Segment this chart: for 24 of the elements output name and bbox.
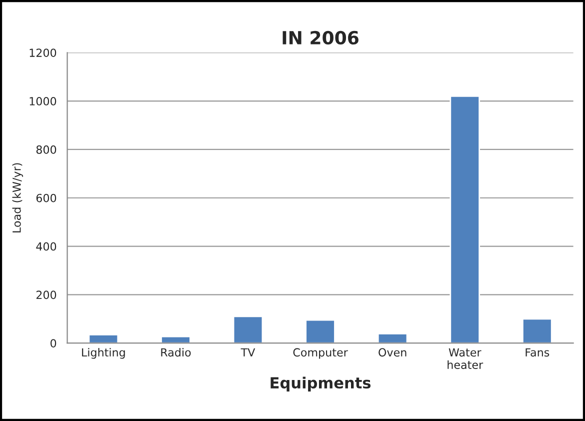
y-tick-label: 1000 bbox=[30, 97, 56, 106]
bar bbox=[160, 336, 191, 344]
y-tick-label: 800 bbox=[36, 145, 56, 154]
x-tick-label: Computer bbox=[293, 348, 348, 359]
x-tick-label: Oven bbox=[378, 348, 406, 357]
bar bbox=[88, 334, 119, 344]
bar bbox=[522, 318, 552, 344]
bar bbox=[450, 96, 480, 344]
bar bbox=[232, 316, 264, 344]
x-axis-title: Equipments bbox=[270, 376, 371, 392]
y-axis-title: Load (kW/yr) bbox=[12, 163, 24, 232]
bar bbox=[305, 319, 336, 344]
x-tick-label: Fans bbox=[526, 348, 550, 357]
x-tick-label: Radio bbox=[161, 348, 191, 357]
y-tick-label: 0 bbox=[50, 339, 56, 348]
x-tick-label: Lighting bbox=[82, 348, 125, 359]
y-tick-label: 600 bbox=[36, 194, 56, 202]
y-tick-label: 1200 bbox=[30, 48, 56, 58]
x-tick-label: TV bbox=[240, 348, 256, 356]
x-tick-label: Water heater bbox=[448, 348, 484, 370]
y-tick-label: 400 bbox=[36, 242, 56, 251]
bar bbox=[377, 332, 408, 344]
chart-title: IN 2006 bbox=[282, 30, 358, 45]
y-tick-label: 200 bbox=[36, 290, 56, 300]
